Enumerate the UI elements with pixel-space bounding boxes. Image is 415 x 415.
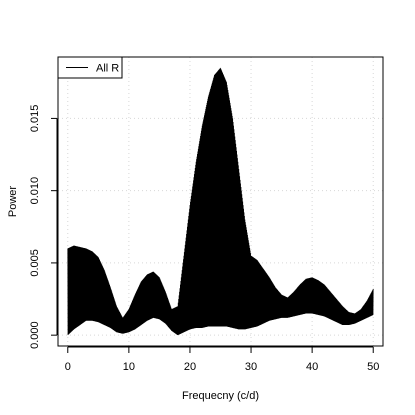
x-tick-label: 0 (65, 361, 71, 373)
x-tick-label: 40 (306, 361, 318, 373)
x-axis-title: Frequecny (c/d) (182, 390, 259, 402)
x-tick-label: 10 (123, 361, 135, 373)
legend-box (57, 56, 123, 79)
x-tick-label: 20 (184, 361, 196, 373)
legend: All R (57, 56, 123, 79)
series-layer (67, 67, 374, 336)
y-tick-label: 0.015 (29, 105, 41, 133)
x-axis: 0 10 20 30 40 50 (65, 346, 379, 373)
y-tick-label: 0.005 (29, 249, 41, 277)
y-axis: 0.000 0.005 0.010 0.015 (29, 105, 58, 349)
y-axis-title: Power (7, 186, 19, 218)
x-tick-label: 30 (245, 361, 257, 373)
plot-frame (57, 56, 384, 347)
y-tick-label: 0.010 (29, 177, 41, 205)
legend-label: All R (96, 63, 119, 75)
series-line-all-r (67, 67, 374, 336)
x-tick-label: 50 (367, 361, 379, 373)
y-tick-label: 0.000 (29, 321, 41, 349)
